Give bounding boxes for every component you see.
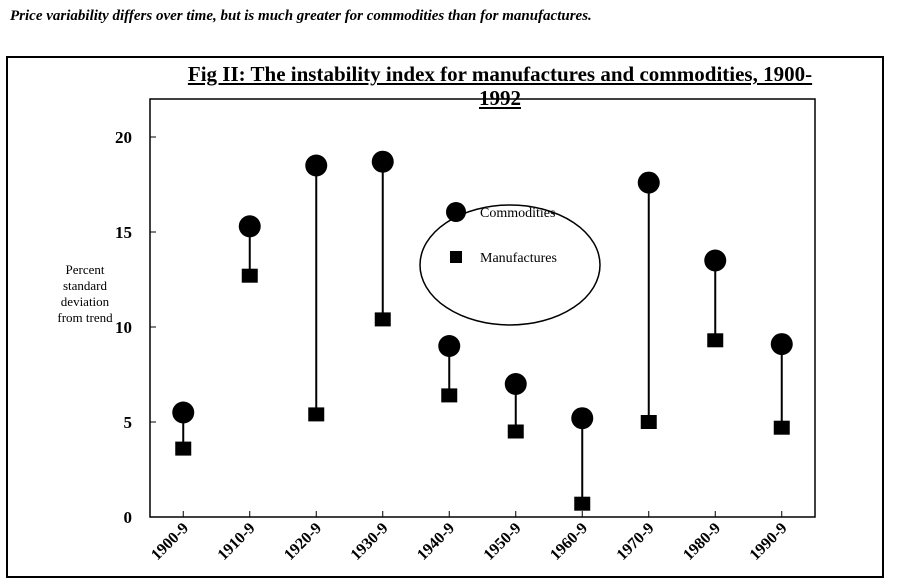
y-axis-label: Percent standard deviation from trend [57, 262, 113, 325]
y-tick-label: 20 [115, 128, 132, 147]
x-tick-label: 1950-9 [481, 520, 525, 564]
manufacture-square [707, 333, 724, 348]
chart-title: Fig II: The instability index for manufa… [187, 62, 813, 110]
plot-frame [149, 98, 816, 518]
legend-marker [446, 202, 466, 222]
manufacture-square [574, 496, 591, 511]
manufacture-square [175, 441, 192, 456]
manufacture-square [507, 424, 524, 439]
x-tick-label: 1990-9 [747, 520, 791, 564]
commodity-dot [704, 249, 727, 272]
manufacture-square [441, 388, 458, 403]
legend-label: Manufactures [480, 251, 557, 266]
x-tick-label: 1960-9 [547, 520, 591, 564]
x-tick-label: 1910-9 [215, 520, 259, 564]
commodity-dot [305, 154, 328, 177]
manufacture-square [640, 415, 657, 429]
x-tick-label: 1940-9 [414, 520, 458, 564]
manufacture-square [374, 312, 391, 327]
y-tick-label: 15 [115, 223, 132, 242]
commodity-dot [770, 333, 793, 356]
y-tick-label: 5 [124, 413, 133, 432]
x-tick-label: 1920-9 [281, 520, 325, 564]
commodity-dot [172, 401, 195, 424]
commodity-dot [238, 215, 261, 238]
legend-frame [419, 204, 601, 326]
commodity-dot [371, 150, 394, 173]
y-tick-label: 10 [115, 318, 132, 337]
x-tick-label: 1900-9 [148, 520, 192, 564]
legend-label: Commodities [480, 206, 555, 221]
commodity-dot [571, 407, 594, 430]
manufacture-square [308, 407, 325, 422]
manufacture-square [241, 268, 258, 283]
commodity-dot [438, 335, 461, 357]
y-tick-label: 0 [124, 508, 133, 527]
legend-marker [450, 251, 462, 263]
x-tick-label: 1970-9 [614, 520, 658, 564]
x-tick-label: 1930-9 [348, 520, 392, 564]
frame [6, 56, 884, 578]
commodity-dot [637, 171, 660, 194]
manufacture-square [773, 420, 790, 435]
x-tick-label: 1980-9 [680, 520, 724, 564]
caption: Price variability differs over time, but… [10, 8, 592, 24]
commodity-dot [504, 373, 527, 395]
